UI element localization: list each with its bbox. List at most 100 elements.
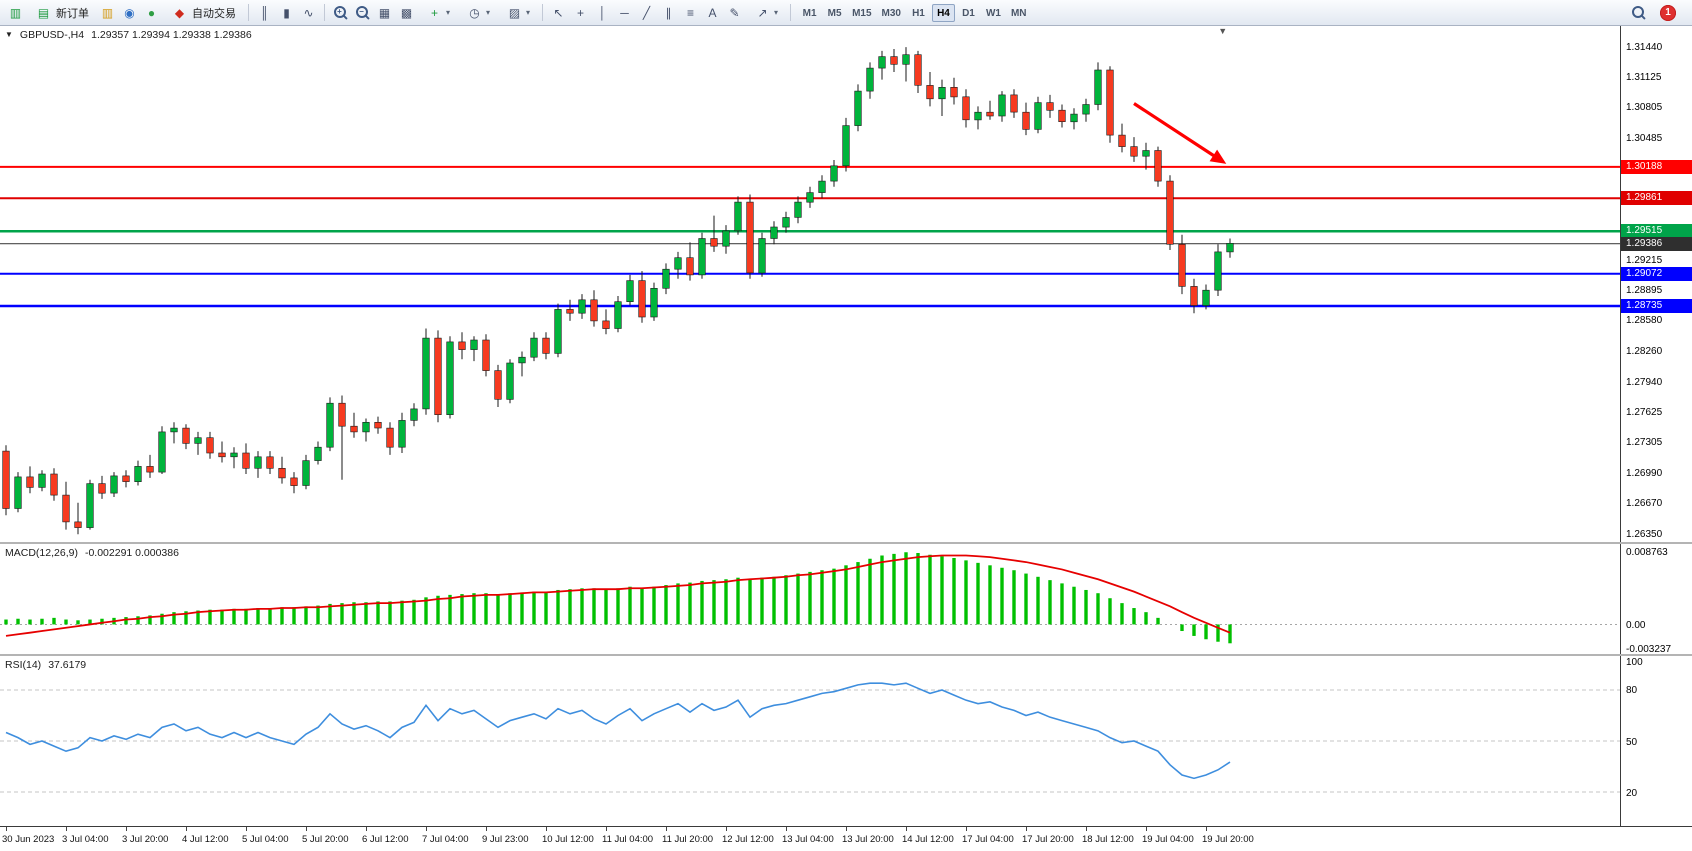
macd-panel: MACD(12,26,9) -0.002291 0.000386 0.00876… bbox=[0, 542, 1692, 655]
time-axis[interactable]: 30 Jun 2023 3 Jul 04:00 3 Jul 20:00 4 Jul 1… bbox=[0, 826, 1692, 849]
time-label: 13 Jul 20:00 bbox=[842, 834, 894, 845]
time-label: 17 Jul 04:00 bbox=[962, 834, 1014, 845]
new-order-button[interactable]: ▤ 新订单 bbox=[28, 3, 95, 23]
timeframe-m5-button[interactable]: M5 bbox=[823, 4, 846, 22]
time-label: 4 Jul 12:00 bbox=[182, 834, 229, 845]
rsi-tick-label: 50 bbox=[1626, 736, 1638, 748]
auto-trading-label: 自动交易 bbox=[192, 7, 236, 20]
cascade-windows-icon[interactable]: ▩ bbox=[400, 5, 413, 20]
timeframe-m1-button[interactable]: M1 bbox=[798, 4, 821, 22]
clock-icon: ◷ bbox=[469, 5, 480, 20]
toolbar-separator bbox=[324, 4, 325, 21]
support-icon[interactable]: ◉ bbox=[124, 5, 135, 20]
community-icon[interactable]: ● bbox=[147, 5, 156, 20]
time-label: 12 Jul 12:00 bbox=[722, 834, 774, 845]
line-chart-mode-icon[interactable]: ∿ bbox=[303, 5, 314, 20]
add-indicator-icon: + bbox=[430, 5, 438, 20]
time-label: 6 Jul 12:00 bbox=[362, 834, 409, 845]
time-axis-corner bbox=[1620, 827, 1692, 849]
chevron-down-icon: ▾ bbox=[526, 8, 531, 17]
macd-chart-area[interactable]: MACD(12,26,9) -0.002291 0.000386 bbox=[0, 544, 1620, 654]
time-tick bbox=[1086, 827, 1087, 831]
rsi-title: RSI(14) 37.6179 bbox=[5, 659, 86, 671]
rsi-chart-area[interactable]: RSI(14) 37.6179 bbox=[0, 656, 1620, 826]
time-label: 7 Jul 04:00 bbox=[422, 834, 469, 845]
periods-button[interactable]: ◷ ▾ bbox=[459, 3, 496, 23]
time-tick bbox=[1145, 827, 1147, 831]
time-tick bbox=[306, 827, 307, 831]
chevron-down-icon: ▾ bbox=[486, 8, 491, 17]
history-center-icon[interactable]: ▥ bbox=[101, 5, 114, 20]
ohlc-values: 1.29357 1.29394 1.29338 1.29386 bbox=[91, 29, 252, 41]
macd-axis[interactable]: 0.008763 0.00 -0.003237 bbox=[1620, 544, 1692, 655]
price-panel: ▼ GBPUSD-,H4 1.29357 1.29394 1.29338 1.2… bbox=[0, 26, 1692, 542]
trendline-tool-icon[interactable]: ╱ bbox=[642, 5, 651, 20]
rsi-chart bbox=[0, 682, 1620, 793]
timeframe-w1-button[interactable]: W1 bbox=[982, 4, 1005, 22]
auto-trading-button[interactable]: ◆ 自动交易 bbox=[164, 3, 242, 23]
channel-tool-icon[interactable]: ∥ bbox=[665, 5, 672, 20]
zoom-in-icon[interactable]: + bbox=[331, 3, 350, 22]
timeframe-m15-button[interactable]: M15 bbox=[848, 4, 875, 22]
price-level-badge: 1.30188 bbox=[1621, 159, 1692, 174]
horizontal-line-tool-icon[interactable]: ─ bbox=[620, 5, 629, 20]
crosshair-icon[interactable]: + bbox=[577, 5, 585, 20]
timeframe-d1-button[interactable]: D1 bbox=[957, 4, 980, 22]
macd-indicator-name: MACD(12,26,9) bbox=[5, 547, 78, 559]
toolbar-separator bbox=[542, 4, 544, 21]
price-tick-label: 1.27305 bbox=[1626, 437, 1663, 449]
new-order-label: 新订单 bbox=[56, 7, 89, 20]
timeframe-h1-button[interactable]: H1 bbox=[907, 4, 930, 22]
time-tick bbox=[126, 827, 127, 831]
chart-title: ▼ GBPUSD-,H4 1.29357 1.29394 1.29338 1.2… bbox=[5, 29, 252, 41]
time-label: 5 Jul 20:00 bbox=[302, 834, 349, 845]
charts-icon[interactable]: ▥ bbox=[9, 5, 22, 20]
cursor-icon[interactable]: ↖ bbox=[553, 5, 564, 20]
time-tick bbox=[366, 827, 367, 831]
rsi-indicator-name: RSI(14) bbox=[5, 659, 42, 671]
toolbar-right-group: 1 bbox=[1632, 4, 1686, 21]
macd-tick-label: -0.003237 bbox=[1626, 644, 1672, 655]
price-tick-label: 1.31125 bbox=[1626, 71, 1662, 83]
text-label-tool-icon[interactable]: ✎ bbox=[729, 5, 740, 20]
price-tick-label: 1.27940 bbox=[1626, 376, 1663, 388]
notification-badge[interactable]: 1 bbox=[1660, 4, 1676, 21]
time-tick bbox=[726, 827, 727, 831]
templates-button[interactable]: ▨ ▾ bbox=[499, 3, 536, 23]
macd-chart bbox=[0, 552, 1620, 644]
time-label: 11 Jul 04:00 bbox=[602, 834, 654, 845]
time-label: 3 Jul 04:00 bbox=[62, 834, 109, 845]
zoom-out-icon[interactable]: − bbox=[353, 3, 372, 22]
add-indicator-button[interactable]: + ▾ bbox=[419, 3, 456, 23]
rsi-axis[interactable]: 100 80 50 20 bbox=[1620, 656, 1692, 826]
arrows-tool-button[interactable]: ↗ ▾ bbox=[747, 3, 784, 23]
macd-title: MACD(12,26,9) -0.002291 0.000386 bbox=[5, 547, 179, 559]
vertical-line-tool-icon[interactable]: │ bbox=[598, 5, 607, 20]
price-level-badge: 1.29386 bbox=[1621, 236, 1692, 251]
chart-shift-marker[interactable]: ▼ bbox=[1218, 26, 1228, 36]
time-tick bbox=[5, 827, 7, 831]
macd-tick-label: 0.008763 bbox=[1626, 547, 1668, 559]
candlestick-mode-icon[interactable]: ▮ bbox=[283, 5, 290, 20]
time-label: 18 Jul 12:00 bbox=[1082, 834, 1134, 845]
new-order-icon: ▤ bbox=[37, 5, 50, 20]
time-label: 9 Jul 23:00 bbox=[482, 834, 529, 845]
auto-trading-icon: ◆ bbox=[174, 5, 185, 20]
fibonacci-tool-icon[interactable]: ≡ bbox=[687, 5, 695, 20]
timeframe-h4-button[interactable]: H4 bbox=[931, 4, 955, 23]
one-click-trading-toggle[interactable]: ▼ bbox=[5, 30, 13, 39]
time-label: 5 Jul 04:00 bbox=[242, 834, 289, 845]
search-icon[interactable] bbox=[1632, 5, 1646, 20]
chart-workspace: ▼ GBPUSD-,H4 1.29357 1.29394 1.29338 1.2… bbox=[0, 26, 1692, 849]
price-chart-area[interactable]: ▼ GBPUSD-,H4 1.29357 1.29394 1.29338 1.2… bbox=[0, 26, 1620, 542]
timeframe-m30-button[interactable]: M30 bbox=[878, 4, 905, 22]
timeframe-mn-button[interactable]: MN bbox=[1007, 4, 1031, 22]
price-level-badge: 1.29515 bbox=[1621, 224, 1692, 239]
price-axis[interactable]: 1.31440 1.31125 1.30805 1.30485 1.29215 1.288… bbox=[1620, 26, 1692, 542]
time-tick bbox=[1206, 827, 1207, 831]
time-tick bbox=[966, 827, 967, 831]
rsi-tick-label: 100 bbox=[1626, 657, 1643, 668]
tile-windows-icon[interactable]: ▦ bbox=[378, 5, 391, 20]
text-tool-icon[interactable]: A bbox=[708, 5, 717, 20]
bar-chart-mode-icon[interactable]: ║ bbox=[260, 5, 269, 20]
